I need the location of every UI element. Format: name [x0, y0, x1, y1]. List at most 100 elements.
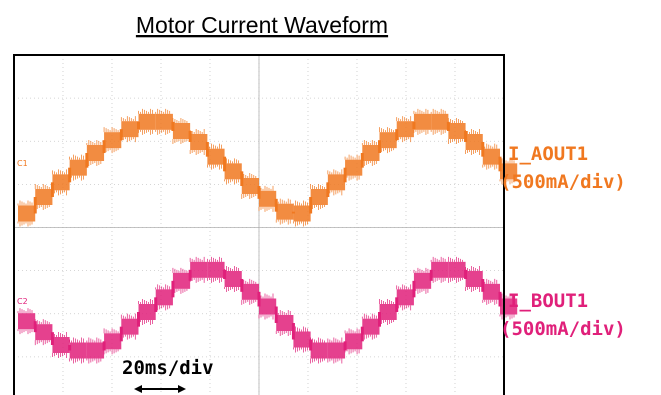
- trace-step: [207, 148, 225, 165]
- trace-noise: [17, 308, 33, 335]
- trace-step: [310, 342, 328, 359]
- trace-step: [327, 174, 346, 191]
- trace-step: [138, 304, 156, 320]
- trace-step: [104, 132, 122, 149]
- trace-noise: [207, 256, 222, 283]
- trace-step: [138, 113, 156, 130]
- trace-noise: [155, 284, 171, 311]
- trace-step: [224, 271, 242, 287]
- trace-step: [224, 163, 242, 180]
- trace-step: [259, 298, 277, 315]
- trace-noise: [241, 173, 257, 199]
- legend-i-bout1: I_BOUT1: [508, 290, 588, 312]
- trace-step: [121, 318, 139, 335]
- trace-step: [172, 272, 191, 289]
- trace-noise: [172, 118, 188, 144]
- trace-noise: [344, 328, 360, 355]
- trace-noise: [258, 293, 274, 320]
- trace-step: [259, 190, 277, 207]
- trace-noise: [172, 267, 188, 294]
- legend-i-aout1: I_AOUT1: [508, 143, 588, 165]
- trace-step: [241, 283, 259, 300]
- trace-step: [465, 271, 483, 287]
- trace-step: [431, 261, 449, 278]
- trace-step: [121, 121, 139, 138]
- trace-step: [172, 123, 191, 139]
- trace-step: [86, 145, 105, 161]
- trace-noise: [465, 266, 480, 292]
- scope-frame: [13, 54, 505, 395]
- trace-step: [396, 289, 414, 306]
- trace-noise: [86, 140, 102, 166]
- trace-step: [18, 313, 36, 330]
- trace-step: [465, 134, 483, 150]
- trace-noise: [275, 310, 291, 336]
- trace-noise: [189, 129, 205, 155]
- trace-noise: [482, 143, 498, 170]
- trace-noise: [155, 108, 171, 135]
- trace-step: [396, 121, 414, 138]
- trace-step: [413, 113, 432, 130]
- trace-step: [35, 324, 53, 341]
- trace-step: [345, 159, 363, 176]
- trace-noise: [17, 200, 33, 227]
- trace-noise: [69, 337, 84, 364]
- trace-step: [482, 148, 500, 165]
- trace-step: [345, 333, 363, 350]
- trace-noise: [138, 108, 153, 135]
- trace-noise: [138, 299, 153, 325]
- trace-step: [379, 304, 397, 320]
- trace-noise: [448, 118, 463, 144]
- trace-noise: [310, 337, 325, 364]
- trace-step: [52, 174, 70, 191]
- trace-noise: [69, 154, 84, 181]
- time-scale-indicator: 20ms/div: [122, 357, 214, 393]
- trace-step: [276, 203, 294, 220]
- trace-step: [482, 283, 500, 300]
- trace-noise: [448, 256, 463, 283]
- trace-noise: [361, 140, 377, 166]
- trace-noise: [327, 337, 343, 364]
- trace-noise: [430, 256, 446, 283]
- trace-step: [190, 261, 208, 278]
- time-scale-arrowhead-right: [178, 385, 186, 393]
- trace-noise: [120, 313, 136, 340]
- trace-noise: [396, 116, 412, 143]
- trace-noise: [396, 284, 412, 311]
- traces: [17, 108, 518, 364]
- trace-noise: [189, 256, 205, 283]
- channel-marker-1: C1: [17, 159, 28, 168]
- time-scale-arrowhead-left: [134, 385, 142, 393]
- trace-noise: [52, 332, 67, 358]
- trace-noise: [379, 127, 394, 154]
- trace-i-aout1: [17, 108, 518, 227]
- trace-noise: [207, 143, 222, 170]
- trace-step: [207, 261, 225, 278]
- trace-noise: [482, 278, 498, 305]
- trace-noise: [258, 185, 274, 212]
- trace-step: [413, 272, 432, 289]
- trace-noise: [224, 266, 239, 292]
- trace-noise: [103, 328, 119, 355]
- trace-i-bout1: [17, 256, 518, 364]
- legend-i-aout1-scale: (500mA/div): [500, 171, 626, 193]
- trace-step: [310, 189, 328, 205]
- trace-step: [276, 315, 294, 331]
- trace-noise: [413, 267, 429, 294]
- trace-noise: [275, 198, 291, 225]
- trace-noise: [34, 184, 50, 210]
- trace-step: [69, 342, 87, 359]
- trace-step: [362, 318, 380, 335]
- trace-noise: [86, 337, 102, 364]
- trace-step: [69, 159, 87, 176]
- trace-step: [18, 205, 36, 222]
- trace-step: [86, 342, 105, 359]
- trace-step: [293, 205, 311, 222]
- trace-step: [362, 145, 380, 161]
- trace-step: [327, 342, 346, 359]
- trace-noise: [103, 127, 119, 154]
- trace-noise: [310, 184, 325, 210]
- trace-step: [52, 337, 70, 353]
- trace-noise: [293, 200, 308, 227]
